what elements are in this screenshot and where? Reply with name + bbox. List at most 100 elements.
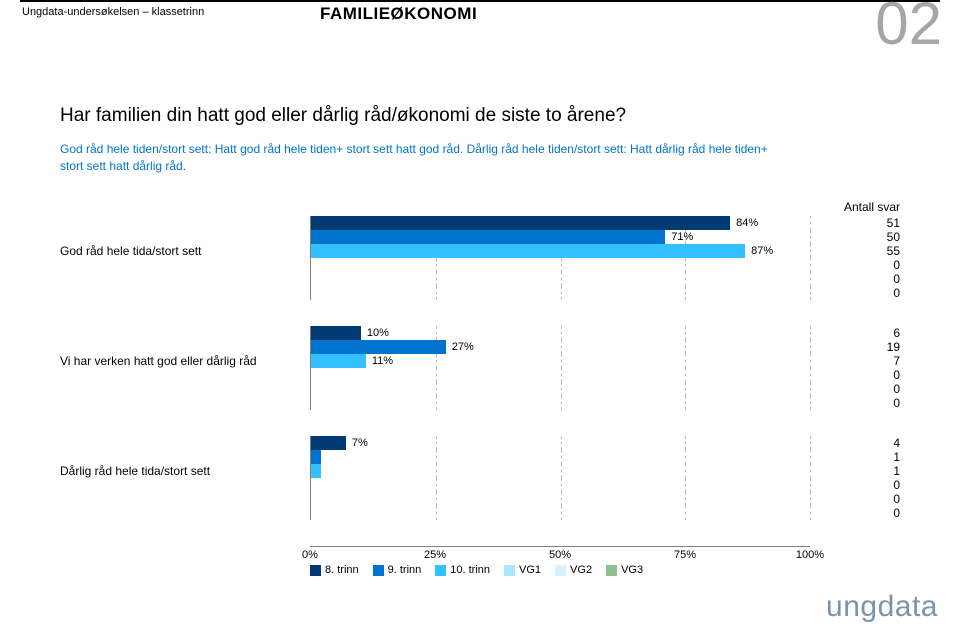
bar xyxy=(311,450,321,464)
category-label: Vi har verken hatt god eller dårlig råd xyxy=(60,354,310,368)
plot-cell xyxy=(310,272,810,286)
survey-title: Ungdata-undersøkelsen – klassetrinn xyxy=(0,0,204,18)
bar-row: God råd hele tida/stort sett 87% 55 xyxy=(60,244,900,258)
count-value: 1 xyxy=(810,464,900,478)
bar-value-label: 10% xyxy=(367,327,389,339)
section-title: FAMILIEØKONOMI xyxy=(320,4,477,24)
bar-row: 0 xyxy=(60,506,900,520)
bar xyxy=(311,464,321,478)
legend-swatch xyxy=(435,565,446,576)
bar-row: Vi har verken hatt god eller dårlig råd 1… xyxy=(60,354,900,368)
category-label xyxy=(60,450,310,464)
bar-value-label: 7% xyxy=(352,437,368,449)
legend-item: 9. trinn xyxy=(373,564,422,576)
count-value: 50 xyxy=(810,230,900,244)
legend-swatch xyxy=(606,565,617,576)
category-label xyxy=(60,340,310,354)
category-label xyxy=(60,258,310,272)
category-label xyxy=(60,396,310,410)
count-value: 19 xyxy=(810,340,900,354)
plot-cell xyxy=(310,506,810,520)
bar-row: 10% 6 xyxy=(60,326,900,340)
plot-cell: 87% xyxy=(310,244,810,258)
legend-label: VG3 xyxy=(621,564,643,576)
legend: 8. trinn 9. trinn 10. trinn VG1 VG2 VG3 xyxy=(60,564,900,576)
count-header: Antall svar xyxy=(60,200,900,214)
bar-value-label: 11% xyxy=(372,355,393,367)
legend-swatch xyxy=(310,565,321,576)
bar-row: 71% 50 xyxy=(60,230,900,244)
plot-cell xyxy=(310,368,810,382)
plot-cell: 11% xyxy=(310,354,810,368)
bar-value-label: 27% xyxy=(452,341,474,353)
category-label xyxy=(60,326,310,340)
bar-row: Dårlig råd hele tida/stort sett 1 xyxy=(60,464,900,478)
legend-item: VG2 xyxy=(555,564,592,576)
category-label xyxy=(60,436,310,450)
plot-cell: 71% xyxy=(310,230,810,244)
count-value: 0 xyxy=(810,506,900,520)
plot-cell xyxy=(310,464,810,478)
count-value: 0 xyxy=(810,396,900,410)
plot-cell xyxy=(310,286,810,300)
bar-row: 0 xyxy=(60,286,900,300)
bar xyxy=(311,216,730,230)
count-value: 0 xyxy=(810,272,900,286)
category-label xyxy=(60,230,310,244)
category-label xyxy=(60,382,310,396)
category-label: God råd hele tida/stort sett xyxy=(60,244,310,258)
plot-cell xyxy=(310,382,810,396)
legend-label: 10. trinn xyxy=(450,564,490,576)
axis-tick: 0% xyxy=(302,549,318,561)
category-label xyxy=(60,272,310,286)
bar-row: 0 xyxy=(60,492,900,506)
bar-row: 0 xyxy=(60,258,900,272)
bar xyxy=(311,340,446,354)
category-label xyxy=(60,368,310,382)
bar-row: 7%4 xyxy=(60,436,900,450)
count-value: 55 xyxy=(810,244,900,258)
category-label xyxy=(60,506,310,520)
bar-row: 27% 19 xyxy=(60,340,900,354)
plot-cell: 84% xyxy=(310,216,810,230)
count-value: 0 xyxy=(810,258,900,272)
legend-item: VG1 xyxy=(504,564,541,576)
count-value: 6 xyxy=(810,326,900,340)
header: Ungdata-undersøkelsen – klassetrinn FAMI… xyxy=(0,0,960,40)
bar-row: 0 xyxy=(60,272,900,286)
plot-cell xyxy=(310,450,810,464)
category-label xyxy=(60,286,310,300)
category-label xyxy=(60,478,310,492)
legend-swatch xyxy=(373,565,384,576)
category-label xyxy=(60,216,310,230)
count-value: 0 xyxy=(810,382,900,396)
legend-item: 8. trinn xyxy=(310,564,359,576)
count-value: 0 xyxy=(810,368,900,382)
legend-swatch xyxy=(504,565,515,576)
legend-item: 10. trinn xyxy=(435,564,490,576)
plot-cell xyxy=(310,258,810,272)
axis-tick: 75% xyxy=(674,549,696,561)
count-value: 0 xyxy=(810,478,900,492)
plot-cell xyxy=(310,492,810,506)
legend-label: VG1 xyxy=(519,564,541,576)
legend-label: 9. trinn xyxy=(388,564,422,576)
bar-value-label: 71% xyxy=(671,231,693,243)
x-axis: 0%25%50%75%100% xyxy=(60,546,900,562)
bar-row: 0 xyxy=(60,382,900,396)
legend-item: VG3 xyxy=(606,564,643,576)
plot-cell xyxy=(310,396,810,410)
brand-logo: ungdata xyxy=(826,590,938,624)
count-value: 7 xyxy=(810,354,900,368)
bar-row: 0 xyxy=(60,396,900,410)
bar-value-label: 87% xyxy=(751,245,773,257)
bar xyxy=(311,230,665,244)
legend-label: VG2 xyxy=(570,564,592,576)
question-block: Har familien din hatt god eller dårlig r… xyxy=(60,105,920,176)
bar-group: 84%5171%50God råd hele tida/stort sett87… xyxy=(60,216,900,300)
category-label: Dårlig råd hele tida/stort sett xyxy=(60,464,310,478)
plot-cell: 7% xyxy=(310,436,810,450)
axis-tick: 100% xyxy=(796,549,824,561)
bar-row: 1 xyxy=(60,450,900,464)
bar xyxy=(311,436,346,450)
